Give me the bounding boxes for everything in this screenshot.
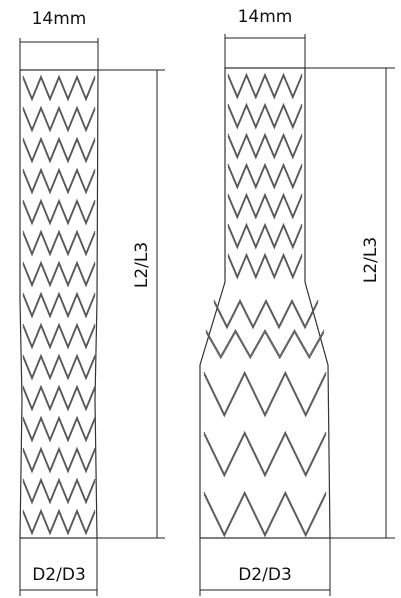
wire-zigzag [22, 417, 96, 443]
wire-zigzag [22, 293, 96, 319]
wire-zigzag [22, 355, 96, 381]
wire-zigzag [22, 169, 96, 195]
wire-zigzag [227, 224, 303, 250]
wire-zigzag [22, 74, 96, 100]
wire-zigzag [227, 252, 303, 278]
wire-zigzag [227, 194, 303, 220]
dimension-label: D2/D3 [32, 565, 86, 585]
wire-zigzag [205, 328, 325, 358]
wire-zigzag [22, 260, 96, 286]
wire-zigzag [22, 231, 96, 257]
wire-zigzag [227, 74, 303, 100]
wire-zigzag [22, 508, 96, 534]
wire-zigzag [22, 291, 96, 317]
wire-zigzag [227, 132, 303, 158]
wire-zigzag [22, 167, 96, 193]
wire-zigzag [22, 105, 96, 131]
wire-zigzag [22, 324, 96, 350]
wire-zigzag [203, 433, 327, 478]
wire-zigzag [203, 373, 327, 418]
wire-zigzag [227, 162, 303, 188]
wire-zigzag [205, 331, 325, 360]
wire-zigzag [227, 134, 303, 160]
wire-zigzag [22, 386, 96, 412]
wire-zigzag [22, 262, 96, 288]
wire-zigzag [22, 384, 96, 410]
wire-zigzag [22, 510, 96, 536]
wire-zigzag [22, 200, 96, 226]
stent-wires [203, 72, 327, 538]
wire-zigzag [227, 254, 303, 280]
wire-zigzag [213, 301, 319, 330]
wire-zigzag [227, 164, 303, 190]
wire-zigzag [22, 477, 96, 503]
wire-zigzag [203, 370, 327, 416]
wire-zigzag [203, 493, 327, 538]
wire-zigzag [22, 415, 96, 441]
dimension-label: 14mm [238, 7, 293, 27]
stent-wires [22, 74, 96, 536]
wire-zigzag [227, 72, 303, 98]
wire-zigzag [22, 76, 96, 102]
wire-zigzag [227, 102, 303, 128]
wire-zigzag [22, 136, 96, 162]
wire-zigzag [227, 222, 303, 248]
wire-zigzag [227, 192, 303, 218]
wire-zigzag [22, 198, 96, 224]
wire-zigzag [22, 229, 96, 255]
wire-zigzag [227, 104, 303, 130]
dimension-label: L2/L3 [132, 242, 152, 288]
dimension-label: D2/D3 [238, 565, 292, 585]
wire-zigzag [203, 430, 327, 476]
wire-zigzag [22, 353, 96, 379]
wire-zigzag [22, 479, 96, 505]
wire-zigzag [22, 448, 96, 474]
wire-zigzag [22, 107, 96, 133]
wire-zigzag [22, 446, 96, 472]
dimension-label: 14mm [32, 9, 87, 29]
wire-zigzag [22, 322, 96, 348]
wire-zigzag [203, 490, 327, 536]
wire-zigzag [213, 298, 319, 328]
wire-zigzag [22, 138, 96, 164]
dimension-label: L2/L3 [361, 237, 381, 283]
